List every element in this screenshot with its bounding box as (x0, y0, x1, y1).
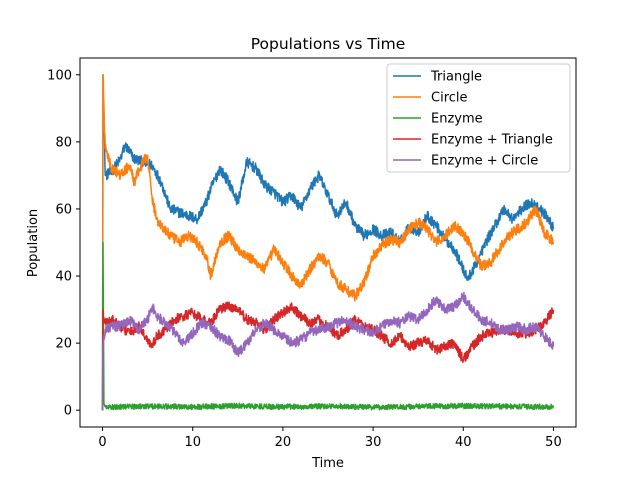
plot-area (79, 57, 577, 428)
legend: Triangle Circle Enzyme Enzyme + Triangle Enz… (386, 63, 571, 173)
legend-entry: Enzyme + Circle (431, 154, 538, 169)
legend-entry: Circle (431, 91, 468, 106)
x-tick-label: 50 (545, 435, 562, 450)
x-tick-label: 40 (455, 435, 472, 450)
y-tick-label: 0 (64, 404, 72, 419)
legend-entry: Enzyme (431, 112, 483, 127)
y-tick-label: 80 (55, 135, 72, 150)
series-line-enzyme-circle (101, 291, 555, 411)
y-axis-label: Population (26, 209, 41, 277)
y-tick-label: 40 (55, 270, 72, 285)
chart-title: Populations vs Time (251, 35, 406, 53)
x-tick-label: 30 (365, 435, 382, 450)
series-layer (101, 74, 555, 411)
y-axis: 0 20 40 60 80 100 (47, 68, 80, 419)
legend-entry: Enzyme + Triangle (431, 133, 553, 148)
plot-frame (79, 57, 577, 428)
x-axis-label: Time (311, 456, 344, 471)
y-tick-label: 100 (47, 68, 72, 83)
x-axis: 0 10 20 30 40 50 (98, 427, 562, 450)
x-tick-label: 20 (275, 435, 292, 450)
legend-frame (386, 63, 571, 173)
series-line-enzyme (101, 241, 555, 411)
x-tick-label: 10 (184, 435, 201, 450)
series-line-circle (101, 74, 555, 411)
y-tick-label: 60 (55, 202, 72, 217)
x-tick-label: 0 (98, 435, 106, 450)
legend-entry: Triangle (430, 70, 482, 85)
y-tick-label: 20 (55, 337, 72, 352)
